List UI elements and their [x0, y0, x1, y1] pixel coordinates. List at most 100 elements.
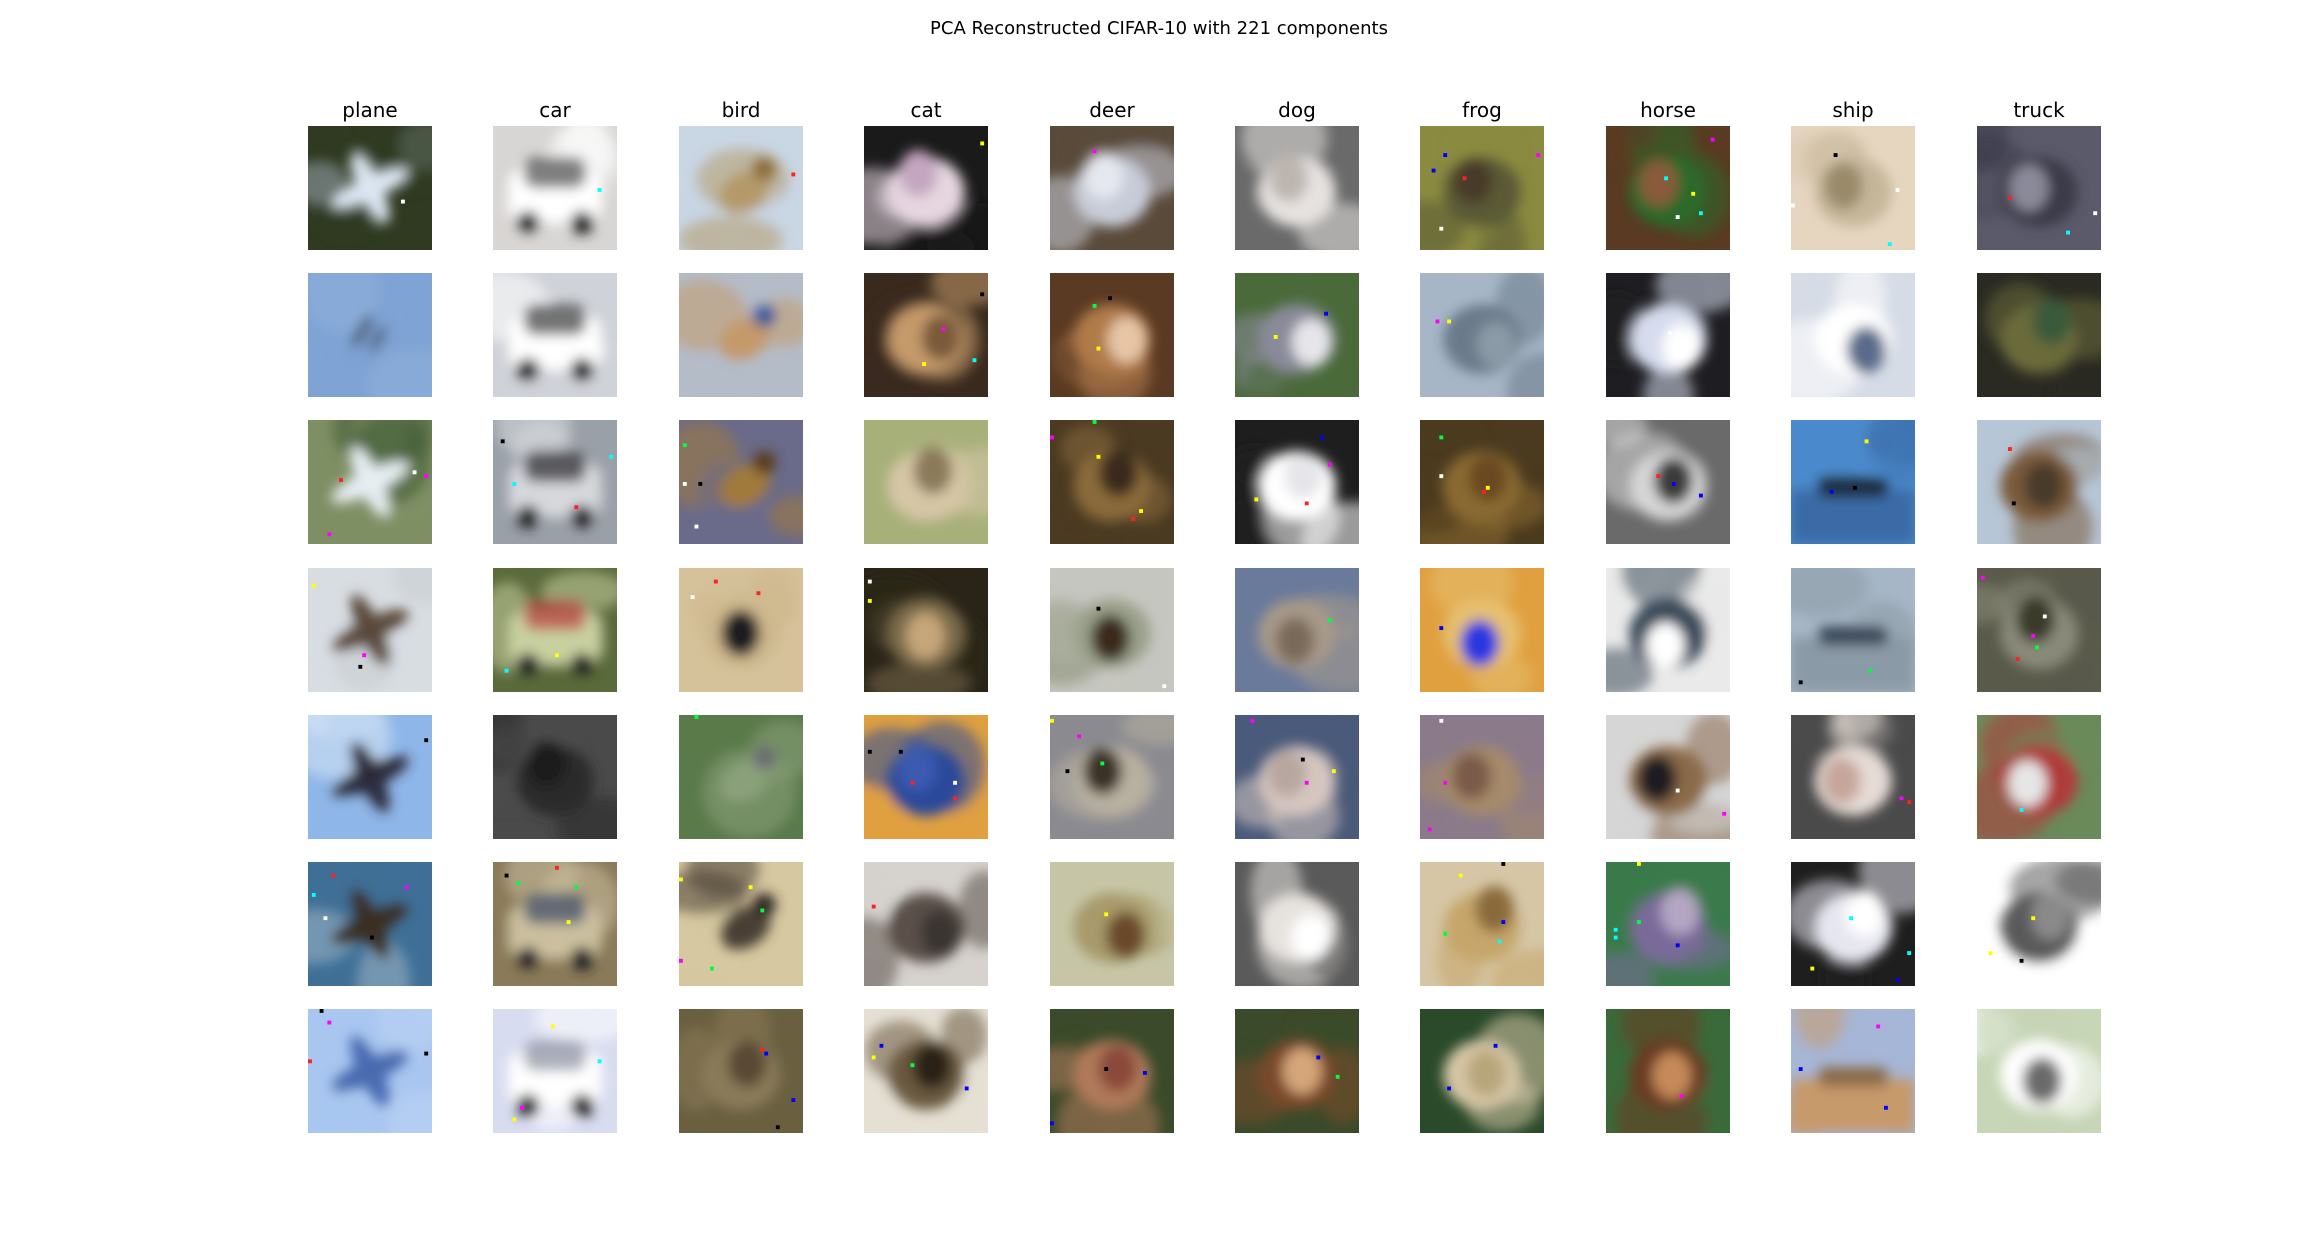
column-label-deer: deer	[1089, 98, 1135, 122]
thumbnail-truck-7	[1977, 1009, 2101, 1133]
thumbnail-image	[493, 420, 617, 544]
thumbnail-image	[1420, 126, 1544, 250]
thumbnail-image	[1235, 420, 1359, 544]
thumbnail-truck-2	[1977, 273, 2101, 397]
thumbnail-image	[679, 715, 803, 839]
thumbnail-horse-5	[1606, 715, 1730, 839]
column-label-cat: cat	[910, 98, 942, 122]
thumbnail-cat-1	[864, 126, 988, 250]
thumbnail-image	[308, 862, 432, 986]
thumbnail-image	[1606, 568, 1730, 692]
thumbnail-deer-5	[1050, 715, 1174, 839]
thumbnail-ship-7	[1791, 1009, 1915, 1133]
thumbnail-image	[1977, 420, 2101, 544]
thumbnail-image	[1977, 568, 2101, 692]
thumbnail-bird-5	[679, 715, 803, 839]
thumbnail-image	[493, 862, 617, 986]
thumbnail-bird-1	[679, 126, 803, 250]
thumbnail-ship-1	[1791, 126, 1915, 250]
thumbnail-dog-5	[1235, 715, 1359, 839]
thumbnail-image	[864, 126, 988, 250]
thumbnail-deer-2	[1050, 273, 1174, 397]
thumbnail-deer-6	[1050, 862, 1174, 986]
thumbnail-image	[864, 715, 988, 839]
thumbnail-ship-4	[1791, 568, 1915, 692]
thumbnail-frog-7	[1420, 1009, 1544, 1133]
thumbnail-image	[308, 715, 432, 839]
thumbnail-image	[1050, 1009, 1174, 1133]
thumbnail-cat-6	[864, 862, 988, 986]
thumbnail-image	[1977, 715, 2101, 839]
thumbnail-bird-7	[679, 1009, 803, 1133]
thumbnail-deer-4	[1050, 568, 1174, 692]
thumbnail-truck-4	[1977, 568, 2101, 692]
thumbnail-image	[1420, 420, 1544, 544]
thumbnail-dog-7	[1235, 1009, 1359, 1133]
thumbnail-plane-7	[308, 1009, 432, 1133]
thumbnail-frog-3	[1420, 420, 1544, 544]
thumbnail-image	[1977, 1009, 2101, 1133]
thumbnail-car-2	[493, 273, 617, 397]
thumbnail-horse-3	[1606, 420, 1730, 544]
thumbnail-image	[1050, 126, 1174, 250]
thumbnail-image	[679, 126, 803, 250]
thumbnail-plane-5	[308, 715, 432, 839]
column-label-ship: ship	[1832, 98, 1874, 122]
thumbnail-image	[1420, 1009, 1544, 1133]
thumbnail-image	[864, 1009, 988, 1133]
thumbnail-image	[1791, 420, 1915, 544]
thumbnail-bird-2	[679, 273, 803, 397]
thumbnail-frog-6	[1420, 862, 1544, 986]
thumbnail-image	[1791, 715, 1915, 839]
thumbnail-dog-1	[1235, 126, 1359, 250]
thumbnail-bird-3	[679, 420, 803, 544]
thumbnail-image	[1606, 420, 1730, 544]
thumbnail-truck-3	[1977, 420, 2101, 544]
thumbnail-dog-4	[1235, 568, 1359, 692]
thumbnail-image	[493, 715, 617, 839]
thumbnail-plane-4	[308, 568, 432, 692]
column-label-horse: horse	[1640, 98, 1696, 122]
thumbnail-image	[493, 1009, 617, 1133]
thumbnail-image	[493, 568, 617, 692]
thumbnail-image	[308, 420, 432, 544]
thumbnail-horse-4	[1606, 568, 1730, 692]
column-label-dog: dog	[1278, 98, 1316, 122]
thumbnail-truck-1	[1977, 126, 2101, 250]
thumbnail-image	[864, 568, 988, 692]
thumbnail-image	[1791, 1009, 1915, 1133]
thumbnail-image	[308, 568, 432, 692]
thumbnail-frog-5	[1420, 715, 1544, 839]
thumbnail-bird-6	[679, 862, 803, 986]
thumbnail-car-3	[493, 420, 617, 544]
thumbnail-car-5	[493, 715, 617, 839]
thumbnail-image	[864, 273, 988, 397]
thumbnail-ship-5	[1791, 715, 1915, 839]
thumbnail-image	[1606, 715, 1730, 839]
thumbnail-image	[308, 126, 432, 250]
thumbnail-image	[864, 862, 988, 986]
column-label-plane: plane	[342, 98, 398, 122]
thumbnail-dog-3	[1235, 420, 1359, 544]
thumbnail-image	[1791, 273, 1915, 397]
thumbnail-image	[1606, 273, 1730, 397]
thumbnail-car-4	[493, 568, 617, 692]
thumbnail-plane-6	[308, 862, 432, 986]
thumbnail-cat-4	[864, 568, 988, 692]
thumbnail-image	[1235, 862, 1359, 986]
thumbnail-image	[1606, 862, 1730, 986]
thumbnail-image	[679, 273, 803, 397]
thumbnail-horse-7	[1606, 1009, 1730, 1133]
thumbnail-image	[1050, 862, 1174, 986]
thumbnail-plane-3	[308, 420, 432, 544]
thumbnail-truck-6	[1977, 862, 2101, 986]
thumbnail-image	[1235, 715, 1359, 839]
thumbnail-image	[1420, 273, 1544, 397]
thumbnail-ship-6	[1791, 862, 1915, 986]
thumbnail-cat-3	[864, 420, 988, 544]
thumbnail-image	[1235, 568, 1359, 692]
thumbnail-image	[1977, 273, 2101, 397]
column-label-frog: frog	[1462, 98, 1502, 122]
thumbnail-image	[1420, 568, 1544, 692]
thumbnail-image	[1606, 1009, 1730, 1133]
